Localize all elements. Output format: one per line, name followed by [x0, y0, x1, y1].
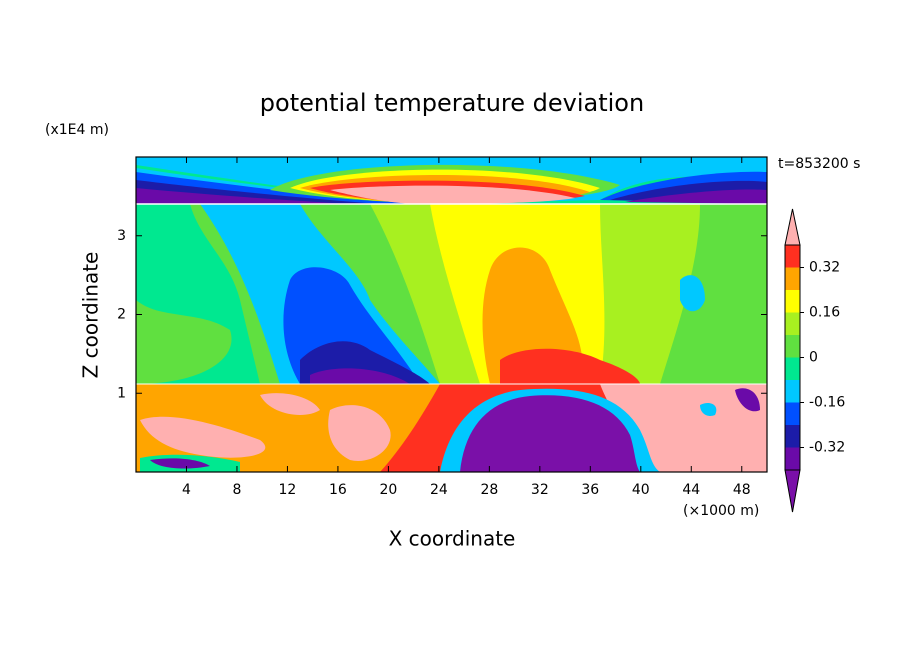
x-tick-label: 40 [632, 482, 650, 498]
colorbar-extend-low [784, 469, 801, 513]
colorbar-band [785, 335, 800, 358]
contour-region [625, 189, 767, 204]
contour-region [136, 300, 232, 384]
chart-title: potential temperature deviation [260, 89, 644, 117]
x-tick-label: 36 [581, 482, 599, 498]
colorbar-extend-high [784, 208, 801, 246]
colorbar-tick-label: 0 [809, 350, 818, 366]
x-tick-label: 48 [733, 482, 751, 498]
contour-field [136, 157, 767, 472]
annotation: t=853200 s [778, 156, 860, 172]
contour-region [140, 416, 266, 458]
contour-region [460, 395, 640, 472]
colorbar-tick-label: -0.32 [809, 440, 845, 456]
colorbar-band [785, 290, 800, 313]
contour-region [136, 188, 350, 204]
y-axis-label: Z coordinate [79, 252, 103, 379]
contour-region [700, 403, 717, 416]
x-tick-label: 12 [279, 482, 297, 498]
x-tick-label: 8 [232, 482, 241, 498]
y-unit: (x1E4 m) [45, 122, 109, 138]
contour-region [150, 458, 210, 469]
contour-region [330, 185, 575, 204]
contour-region [680, 275, 705, 312]
colorbar-band [785, 425, 800, 448]
colorbar-band [785, 380, 800, 403]
x-tick-label: 32 [531, 482, 549, 498]
contour-region [328, 405, 391, 461]
colorbar-band [785, 267, 800, 290]
colorbar-tick-label: -0.16 [809, 395, 845, 411]
contour-region [500, 348, 640, 384]
colorbar-tick-label: 0.32 [809, 260, 840, 276]
x-tick-label: 16 [329, 482, 347, 498]
x-tick-label: 24 [430, 482, 448, 498]
x-tick-label: 44 [682, 482, 700, 498]
y-tick-label: 2 [117, 307, 126, 323]
colorbar-band [785, 357, 800, 380]
contour-region [735, 388, 760, 412]
contour-region [310, 368, 410, 384]
colorbar-band [785, 447, 800, 470]
x-tick-label: 28 [480, 482, 498, 498]
y-tick-label: 3 [117, 228, 126, 244]
colorbar-tick-label: 0.16 [809, 305, 840, 321]
colorbar-band [785, 312, 800, 335]
colorbar-band [785, 245, 800, 268]
x-axis-label: X coordinate [389, 527, 516, 551]
x-unit: (×1000 m) [683, 503, 759, 519]
x-tick-label: 4 [182, 482, 191, 498]
x-tick-label: 20 [379, 482, 397, 498]
y-tick-label: 1 [117, 385, 126, 401]
contour-region [260, 393, 320, 415]
colorbar-band [785, 402, 800, 425]
